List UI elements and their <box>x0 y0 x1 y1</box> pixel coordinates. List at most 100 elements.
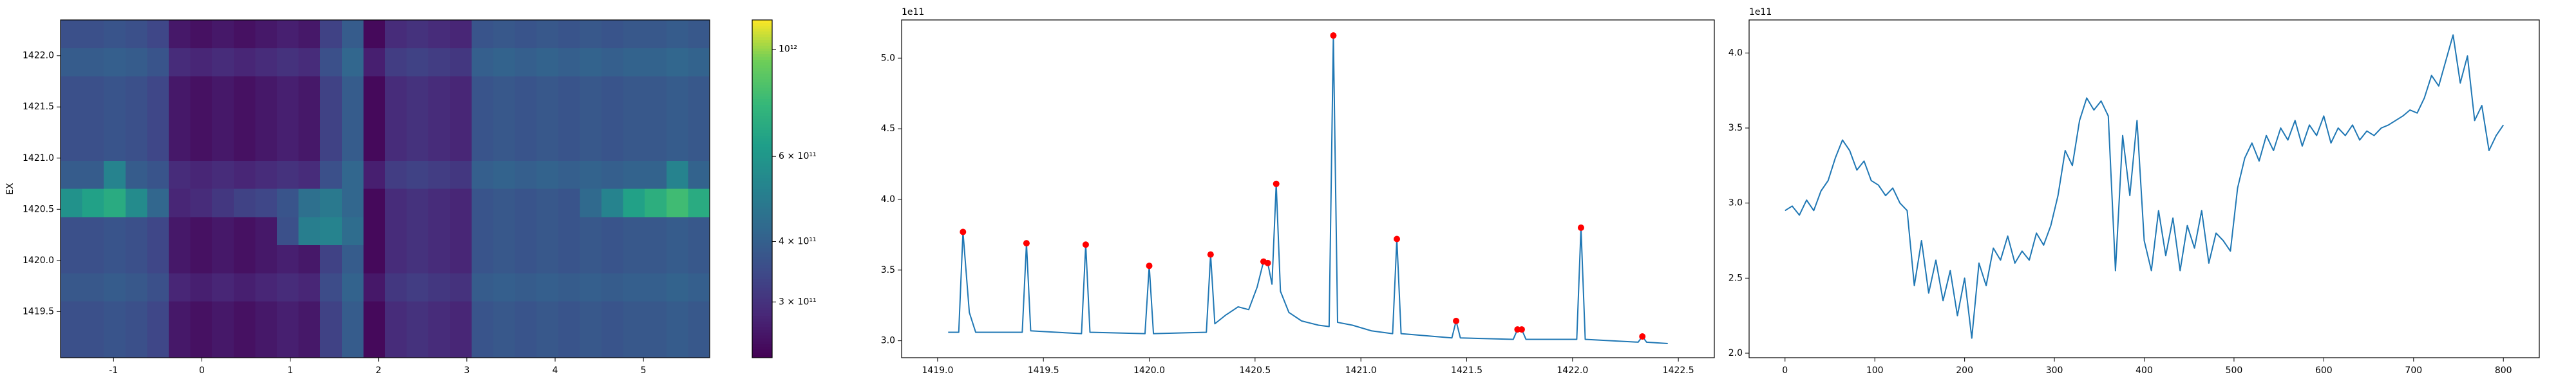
heatmap-cell <box>277 76 299 105</box>
colorbar-step <box>752 234 772 237</box>
heatmap-cell <box>61 76 83 105</box>
colorbar-tick-label: 10¹² <box>779 44 797 55</box>
x-tick-label: 2 <box>375 365 381 376</box>
heatmap-cell <box>645 188 667 217</box>
peak-marker <box>1639 333 1646 340</box>
colorbar-step <box>752 208 772 212</box>
heatmap-cell <box>450 20 472 49</box>
heatmap-cell <box>385 20 408 49</box>
heatmap-cell <box>471 245 494 274</box>
heatmap-cell <box>666 217 688 246</box>
heatmap-cell <box>515 104 537 133</box>
y-tick-label: 3.5 <box>881 265 895 275</box>
heatmap-cell <box>493 104 516 133</box>
heatmap-cell <box>341 104 364 133</box>
colorbar-step <box>752 248 772 252</box>
colorbar-step <box>752 217 772 221</box>
heatmap-cell <box>363 160 386 189</box>
heatmap-cell <box>471 329 494 358</box>
heatmap-cell <box>688 245 710 274</box>
colorbar-step <box>752 268 772 271</box>
heatmap-cell <box>666 20 688 49</box>
heatmap-cell <box>363 76 386 105</box>
heatmap-cell <box>688 48 710 77</box>
colorbar-step <box>752 45 772 49</box>
heatmap-cell <box>471 76 494 105</box>
peak-marker <box>1577 224 1584 231</box>
heatmap-cell <box>428 273 451 302</box>
heatmap-cell <box>190 48 213 77</box>
heatmap-cell <box>536 20 559 49</box>
heatmap-cell <box>645 76 667 105</box>
colorbar-step <box>752 295 772 299</box>
colorbar-step <box>752 53 772 57</box>
heatmap-cell <box>298 273 321 302</box>
heatmap-cell <box>125 133 147 161</box>
colorbar-step <box>752 138 772 142</box>
heatmap-cell <box>277 217 299 246</box>
heatmap-cell <box>363 104 386 133</box>
heatmap-cell <box>515 217 537 246</box>
x-tick-label: 200 <box>1956 365 1973 376</box>
heatmap-cell <box>320 20 343 49</box>
heatmap-cell <box>601 160 624 189</box>
heatmap-cell <box>406 104 429 133</box>
heatmap-cell <box>515 188 537 217</box>
heatmap-cell <box>125 217 147 246</box>
heatmap-cell <box>61 160 83 189</box>
heatmap-cell <box>190 104 213 133</box>
heatmap-cell <box>493 245 516 274</box>
heatmap-cell <box>666 104 688 133</box>
colorbar-step <box>752 110 772 113</box>
heatmap-cell <box>688 301 710 330</box>
colorbar-step <box>752 262 772 266</box>
colorbar-step <box>752 78 772 82</box>
colorbar-step <box>752 33 772 37</box>
axes-frame <box>60 19 710 358</box>
heatmap-cell <box>515 329 537 358</box>
heatmap-cell <box>450 160 472 189</box>
colorbar-step <box>752 211 772 215</box>
heatmap-cell <box>666 160 688 189</box>
colorbar-step <box>752 124 772 127</box>
heatmap-cell <box>493 20 516 49</box>
x-tick-label: 1420.0 <box>1133 365 1165 376</box>
colorbar-step <box>752 84 772 88</box>
x-tick-label: 1421.5 <box>1451 365 1482 376</box>
colorbar-step <box>752 152 772 156</box>
heatmap-cell <box>623 329 645 358</box>
heatmap-cell <box>255 245 278 274</box>
y-tick-label: 4.5 <box>881 124 895 134</box>
y-tick-label: 4.0 <box>881 194 895 205</box>
heatmap-cell <box>298 160 321 189</box>
heatmap-cell <box>104 133 126 161</box>
heatmap-cell <box>601 20 624 49</box>
heatmap-cell <box>385 329 408 358</box>
heatmap-cell <box>385 245 408 274</box>
heatmap-cell <box>580 104 602 133</box>
heatmap-cell <box>169 329 191 358</box>
colorbar-step <box>752 129 772 133</box>
x-tick-label: 0 <box>1782 365 1788 376</box>
x-tick-label: 5 <box>641 365 647 376</box>
heatmap-cell <box>341 188 364 217</box>
heatmap-cell <box>688 188 710 217</box>
heatmap-cell <box>82 133 104 161</box>
colorbar-step <box>752 338 772 342</box>
heatmap-cell <box>450 188 472 217</box>
heatmap-cell <box>688 329 710 358</box>
colorbar-step <box>752 256 772 260</box>
heatmap-cell <box>212 245 234 274</box>
colorbar-step <box>752 37 772 41</box>
heatmap-cell <box>341 217 364 246</box>
y-tick-label: 3.0 <box>881 336 895 346</box>
heatmap-cell <box>688 273 710 302</box>
heatmap-cell <box>147 217 169 246</box>
heatmap-cell <box>341 20 364 49</box>
peak-marker <box>1394 235 1401 243</box>
heatmap-cell <box>450 217 472 246</box>
heatmap-cell <box>493 188 516 217</box>
heatmap-cell <box>104 104 126 133</box>
heatmap-cell <box>125 188 147 217</box>
